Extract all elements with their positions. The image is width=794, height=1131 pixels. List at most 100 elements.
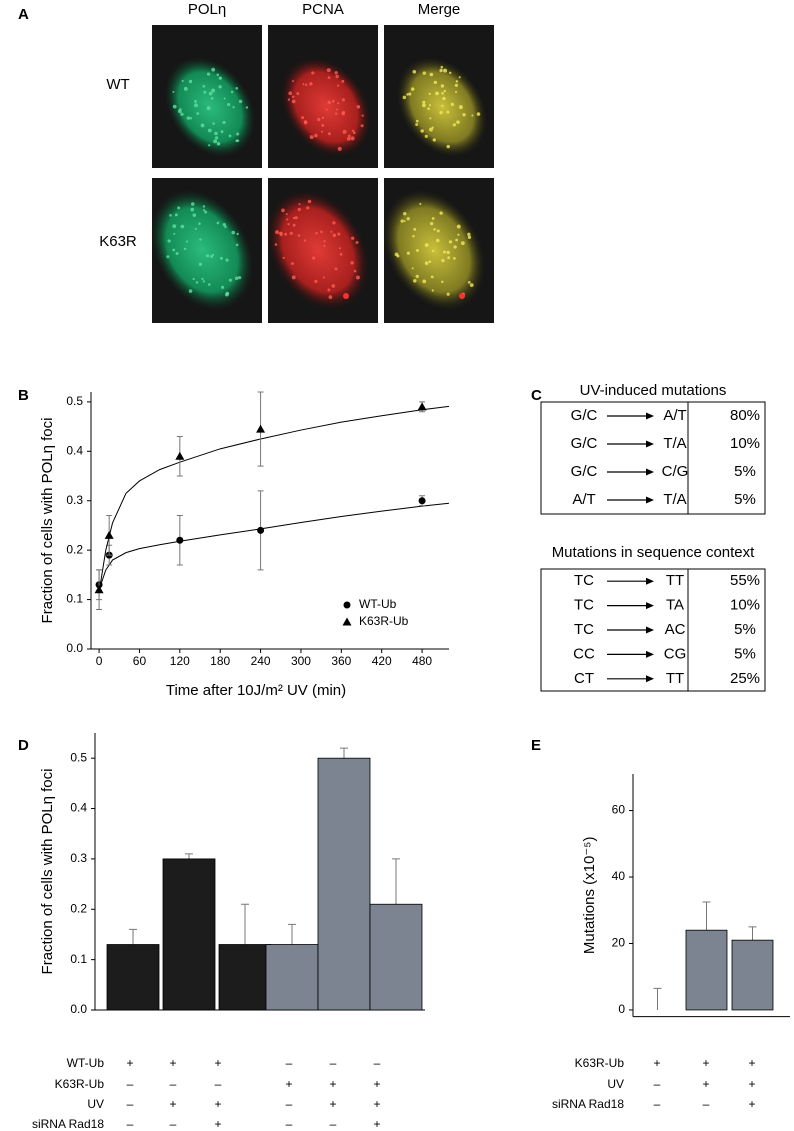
focus: [275, 230, 279, 235]
focus: [183, 86, 188, 91]
focus: [339, 252, 343, 256]
condition-sign: –: [127, 1117, 134, 1131]
focus: [456, 224, 461, 229]
focus: [360, 124, 364, 128]
focus: [211, 67, 216, 72]
focus: [166, 255, 170, 259]
focus: [280, 233, 283, 237]
arrow-head: [646, 496, 654, 504]
condition-sign: –: [286, 1117, 293, 1131]
condition-sign: –: [654, 1097, 661, 1111]
focus: [307, 199, 312, 204]
mutation-from: TC: [574, 597, 594, 614]
condition-sign: +: [214, 1056, 221, 1070]
focus: [436, 229, 440, 233]
x-axis-label: Time after 10J/m² UV (min): [166, 682, 346, 699]
focus: [298, 203, 301, 206]
focus: [337, 102, 340, 105]
focus: [287, 222, 290, 226]
focus: [232, 106, 235, 109]
focus: [428, 92, 431, 96]
focus: [192, 213, 197, 217]
y-tick-label: 0: [618, 1002, 625, 1016]
y-tick-label: 0.5: [66, 394, 83, 408]
focus: [341, 110, 346, 115]
focus: [338, 247, 341, 250]
focus: [223, 97, 226, 100]
focus: [424, 134, 428, 138]
focus: [169, 214, 172, 217]
marker: [176, 536, 184, 544]
arrow-head: [646, 650, 654, 658]
focus: [332, 221, 336, 225]
focus: [198, 222, 201, 225]
focus: [416, 249, 419, 252]
focus: [435, 238, 440, 243]
mutation-to: TA: [666, 597, 684, 614]
focus: [194, 227, 197, 231]
focus: [245, 106, 249, 109]
focus: [303, 239, 307, 242]
focus: [453, 257, 456, 260]
focus: [196, 112, 200, 115]
focus: [279, 232, 282, 235]
condition-sign: –: [286, 1097, 293, 1111]
marker: [104, 530, 114, 539]
focus: [206, 72, 211, 76]
panel-label: C: [531, 387, 542, 404]
focus: [312, 256, 316, 260]
condition-sign: +: [702, 1077, 709, 1091]
focus: [334, 267, 338, 271]
focus: [458, 76, 461, 79]
focus: [183, 247, 187, 251]
focus: [355, 240, 359, 244]
condition-sign: +: [373, 1117, 380, 1131]
x-tick-label: 120: [170, 654, 190, 668]
mutation-percent: 5%: [734, 491, 756, 508]
mutation-percent: 10%: [730, 597, 760, 614]
focus: [361, 114, 364, 117]
focus: [347, 134, 351, 138]
mutation-from: G/C: [571, 463, 598, 480]
legend-label: K63R-Ub: [359, 614, 409, 628]
focus: [224, 225, 227, 229]
bar: [162, 858, 216, 1011]
focus: [420, 129, 424, 133]
focus: [291, 262, 294, 265]
condition-label: siRNA Rad18: [32, 1117, 104, 1131]
condition-sign: +: [126, 1056, 133, 1070]
focus: [309, 82, 313, 86]
nucleus: [280, 57, 372, 157]
table-border: [540, 568, 766, 692]
legend-label: WT-Ub: [359, 597, 397, 611]
focus: [413, 227, 417, 231]
x-tick-label: 0: [96, 654, 103, 668]
focus: [351, 129, 355, 132]
focus: [467, 235, 472, 239]
focus: [179, 108, 182, 111]
focus: [406, 251, 410, 255]
focus: [448, 240, 453, 244]
mutation-from: TC: [574, 572, 594, 589]
error-bar: [340, 747, 348, 759]
condition-label: K63R-Ub: [575, 1056, 625, 1070]
focus: [210, 97, 214, 100]
focus: [175, 252, 179, 256]
focus: [222, 222, 226, 227]
focus: [337, 146, 342, 151]
focus: [424, 261, 429, 265]
fit-curve: [98, 502, 450, 590]
y-tick-label: 0.3: [70, 851, 87, 865]
mutation-percent: 55%: [730, 572, 760, 589]
focus: [216, 73, 220, 77]
focus: [440, 65, 444, 69]
x-tick-label: 420: [372, 654, 392, 668]
error-bar: [392, 858, 400, 905]
focus: [213, 139, 218, 144]
marker: [256, 424, 266, 433]
mutation-to: AC: [665, 621, 686, 638]
focus: [228, 278, 232, 282]
mutation-percent: 5%: [734, 645, 756, 662]
focus: [350, 261, 354, 265]
focus: [274, 243, 278, 246]
